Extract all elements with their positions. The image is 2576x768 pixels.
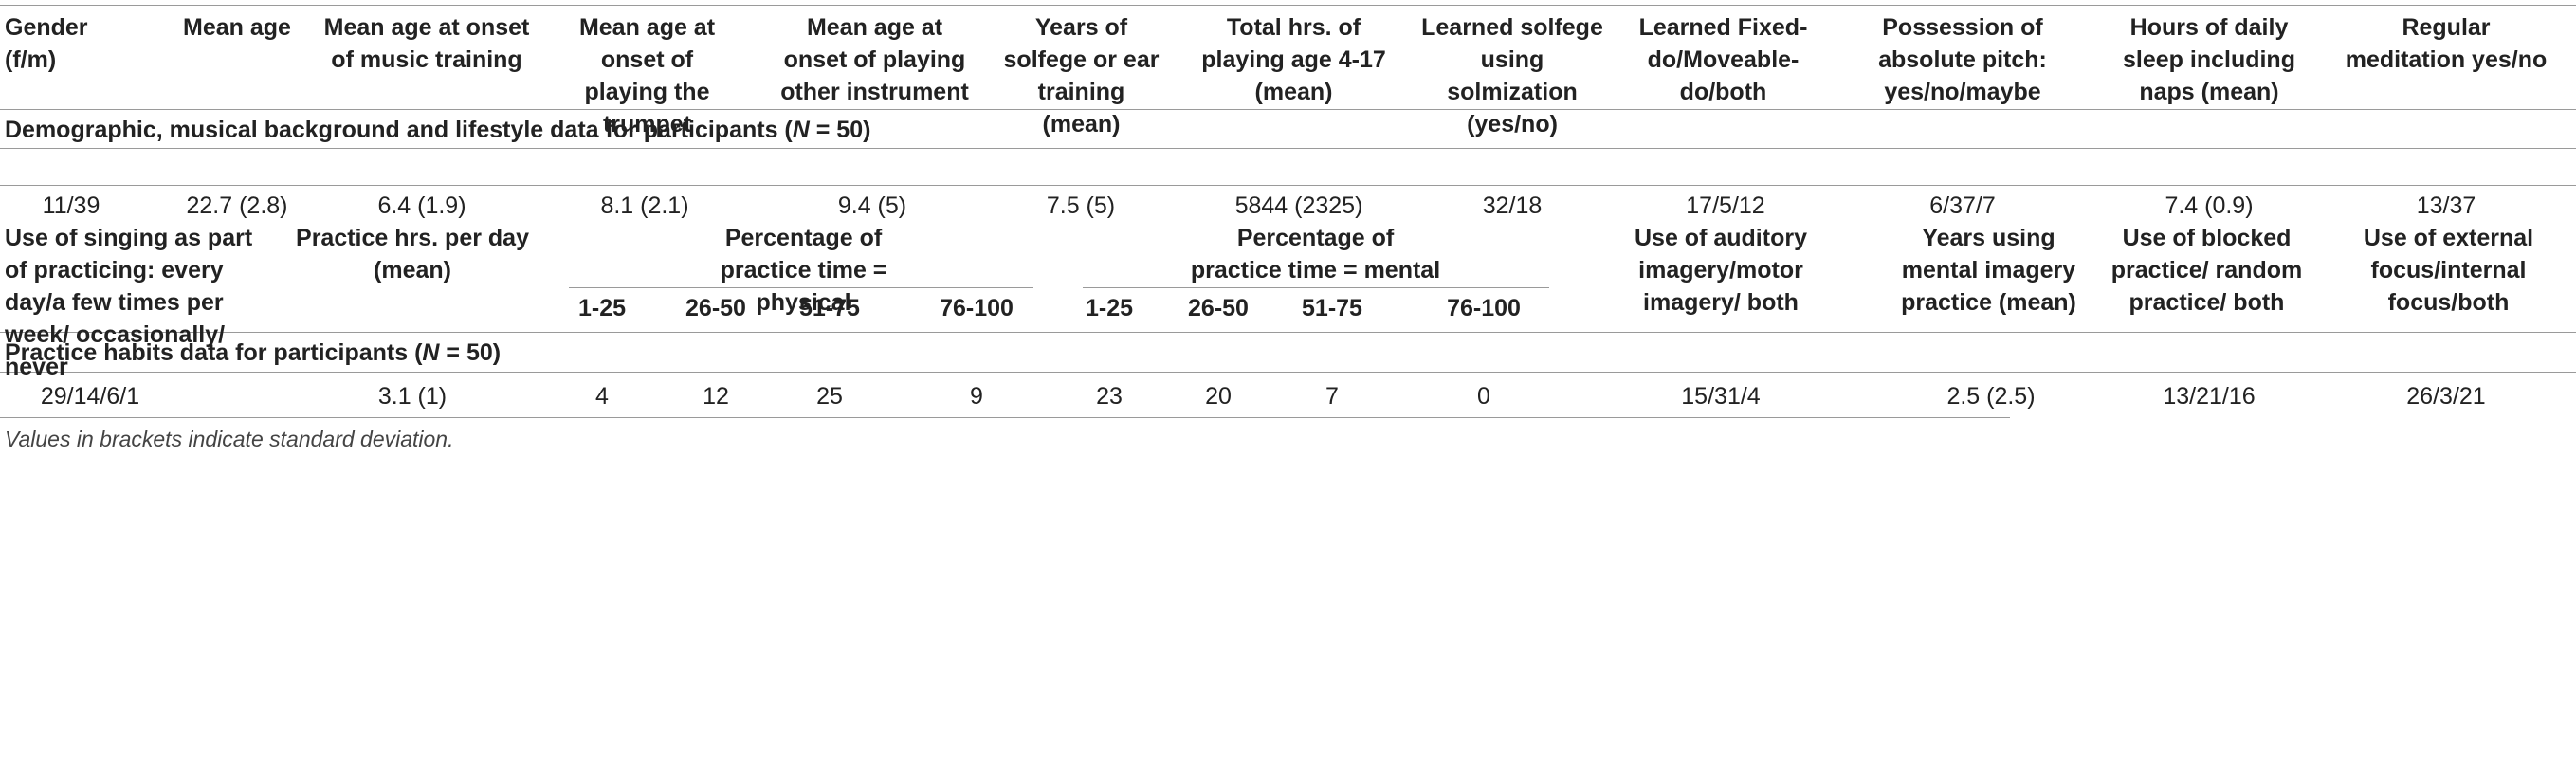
table-bottom-rule xyxy=(0,417,2010,418)
physical-range-1-25: 1-25 xyxy=(577,295,627,321)
row1-onset-trumpet: 8.1 (2.1) xyxy=(600,192,689,219)
col-header-solfege-years: Years of solfege or ear training (mean) xyxy=(1003,14,1160,137)
row1-solmization: 32/18 xyxy=(1482,192,1543,219)
col-header-absolute-pitch: Possession of absolute pitch: yes/no/may… xyxy=(1878,14,2047,105)
row1-onset-music: 6.4 (1.9) xyxy=(377,192,466,219)
col-header-gender: Gender (f/m) xyxy=(5,14,88,73)
physical-span-rule xyxy=(569,287,1033,288)
col-header-mean-age: Mean age xyxy=(183,14,291,41)
row2-physical-1-25: 4 xyxy=(595,383,609,410)
col-header-focus: Use of external focus/internal focus/bot… xyxy=(2363,225,2534,316)
physical-range-51-75: 51-75 xyxy=(799,295,860,321)
mental-span-rule xyxy=(1083,287,1549,288)
col-header-total-hrs: Total hrs. of playing age 4-17 (mean) xyxy=(1201,14,1386,105)
row2-imagery: 15/31/4 xyxy=(1681,383,1761,410)
section1-title: Demographic, musical background and life… xyxy=(5,117,793,143)
col-header-meditation: Regular meditation yes/no xyxy=(2345,14,2548,73)
section1-n-label: N xyxy=(792,117,810,143)
row2-singing: 29/14/6/1 xyxy=(40,383,140,410)
row1-sleep: 7.4 (0.9) xyxy=(2165,192,2254,219)
col-header-physical: Percentage of practice time = physical xyxy=(720,225,887,316)
col-header-mental: Percentage of practice time = mental xyxy=(1190,225,1441,283)
col-header-sleep: Hours of daily sleep including naps (mea… xyxy=(2123,14,2295,105)
section1-n-value: = 50) xyxy=(809,117,871,143)
col-header-years-mental: Years using mental imagery practice (mea… xyxy=(1901,225,2076,316)
row2-physical-76-100: 9 xyxy=(970,383,983,410)
mental-range-76-100: 76-100 xyxy=(1447,295,1521,321)
row1-solfege-years: 7.5 (5) xyxy=(1046,192,1116,219)
section2-title: Practice habits data for participants ( xyxy=(5,339,423,366)
row2-physical-51-75: 25 xyxy=(816,383,843,410)
physical-range-76-100: 76-100 xyxy=(940,295,1014,321)
col-header-blocked: Use of blocked practice/ random practice… xyxy=(2110,225,2303,316)
row2-mental-1-25: 23 xyxy=(1096,383,1123,410)
row1-onset-other: 9.4 (5) xyxy=(837,192,907,219)
mental-range-51-75: 51-75 xyxy=(1302,295,1362,321)
section1-caption: Demographic, musical background and life… xyxy=(5,114,870,146)
row1-absolute-pitch: 6/37/7 xyxy=(1929,192,1996,219)
mental-range-1-25: 1-25 xyxy=(1085,295,1134,321)
section2-n-label: N xyxy=(422,339,440,366)
header2-rule xyxy=(0,332,2576,333)
header1-rule xyxy=(0,109,2576,110)
row2-mental-51-75: 7 xyxy=(1325,383,1339,410)
col-header-fixed-moveable: Learned Fixed-do/Moveable-do/both xyxy=(1638,14,1808,105)
col-header-practice-hrs: Practice hrs. per day (mean) xyxy=(296,225,529,283)
row2-practice-hrs: 3.1 (1) xyxy=(377,383,448,410)
row1-rule xyxy=(0,185,2576,186)
section2-caption: Practice habits data for participants (N… xyxy=(5,337,501,369)
row1-meditation: 13/37 xyxy=(2416,192,2476,219)
table-top-rule xyxy=(0,5,2576,6)
mental-range-26-50: 26-50 xyxy=(1188,295,1249,321)
col-header-onset-trumpet: Mean age at onset of playing the trumpet xyxy=(578,14,716,137)
col-header-singing: Use of singing as part of practicing: ev… xyxy=(5,225,253,380)
row1-gender: 11/39 xyxy=(42,192,100,219)
section2-rule xyxy=(0,372,2576,373)
row1-total-hrs: 5844 (2325) xyxy=(1234,192,1363,219)
col-header-onset-music: Mean age at onset of music training xyxy=(323,14,530,73)
row2-physical-26-50: 12 xyxy=(703,383,729,410)
table-footnote: Values in brackets indicate standard dev… xyxy=(5,427,454,451)
row2-blocked: 13/21/16 xyxy=(2163,383,2256,410)
col-header-onset-other: Mean age at onset of playing other instr… xyxy=(780,14,969,105)
physical-range-26-50: 26-50 xyxy=(685,295,746,321)
row2-years-mental: 2.5 (2.5) xyxy=(1946,383,2036,410)
section1-rule xyxy=(0,148,2576,149)
col-header-solmization: Learned solfege using solmization (yes/n… xyxy=(1421,14,1603,137)
row1-mean-age: 22.7 (2.8) xyxy=(186,192,288,219)
row1-fixed-moveable: 17/5/12 xyxy=(1686,192,1765,219)
row2-focus: 26/3/21 xyxy=(2406,383,2486,410)
section2-n-value: = 50) xyxy=(439,339,502,366)
row2-mental-26-50: 20 xyxy=(1205,383,1232,410)
row2-mental-76-100: 0 xyxy=(1477,383,1490,410)
col-header-imagery: Use of auditory imagery/motor imagery/ b… xyxy=(1635,225,1807,316)
